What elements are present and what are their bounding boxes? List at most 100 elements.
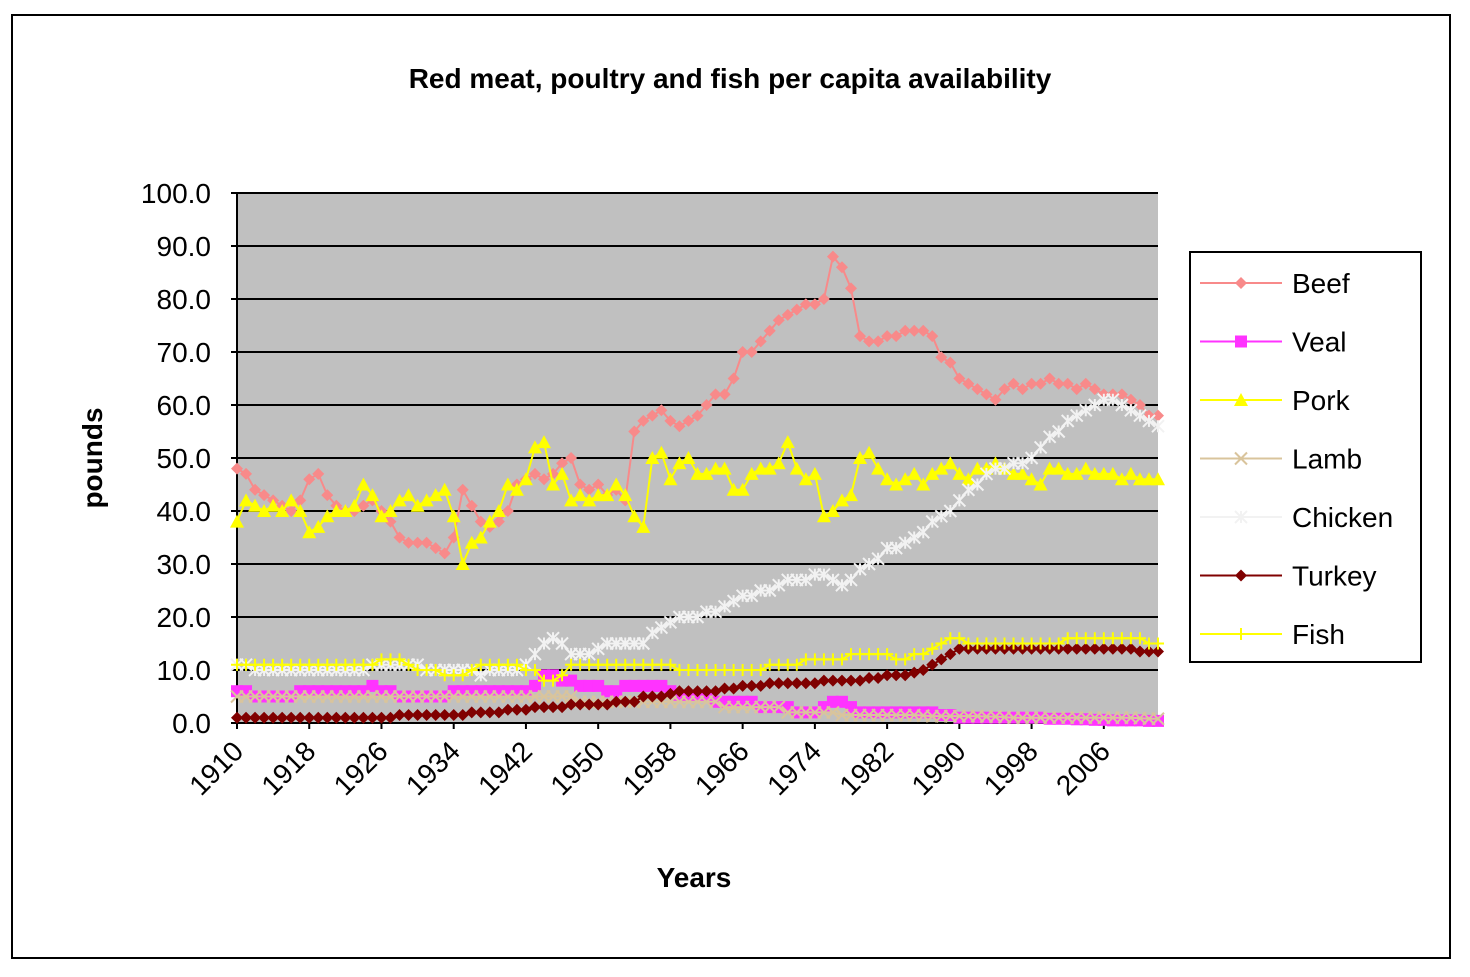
marker [943, 456, 958, 470]
y-tick-label: 70.0 [157, 337, 212, 368]
marker [735, 482, 750, 496]
marker [908, 666, 921, 679]
marker [1124, 642, 1137, 655]
marker [240, 467, 253, 480]
marker [320, 509, 335, 523]
marker [1115, 388, 1128, 401]
marker [952, 466, 967, 480]
marker [691, 409, 704, 422]
marker [249, 711, 262, 724]
marker [637, 414, 650, 427]
series [230, 435, 1165, 570]
marker [1007, 377, 1020, 390]
marker [961, 483, 976, 497]
marker [1142, 645, 1155, 658]
y-tick-label: 0.0 [172, 708, 211, 739]
marker [970, 461, 985, 475]
marker [1060, 466, 1075, 480]
marker [980, 388, 993, 401]
marker [303, 473, 316, 486]
marker [745, 346, 758, 358]
marker [862, 445, 877, 459]
marker [825, 504, 840, 517]
legend-label: Beef [1292, 268, 1350, 299]
marker [962, 377, 975, 390]
marker [1133, 645, 1146, 658]
marker [1070, 408, 1084, 423]
marker [528, 647, 542, 661]
marker [744, 589, 759, 603]
marker [527, 440, 542, 454]
marker [681, 451, 696, 464]
marker [826, 674, 839, 687]
marker [817, 293, 830, 305]
marker [772, 700, 786, 714]
marker [1070, 642, 1083, 655]
marker [962, 711, 975, 724]
marker [771, 456, 786, 470]
legend-label: Chicken [1292, 502, 1393, 533]
marker [518, 472, 533, 486]
marker [736, 346, 749, 358]
marker [926, 330, 939, 343]
marker [357, 711, 370, 724]
series [231, 250, 1164, 560]
marker [565, 674, 578, 687]
marker [700, 399, 713, 411]
marker [294, 494, 307, 507]
marker [1115, 642, 1128, 655]
marker [375, 711, 388, 724]
marker [474, 706, 487, 719]
marker [338, 504, 353, 517]
marker [826, 695, 839, 708]
marker [998, 383, 1011, 396]
marker [899, 669, 912, 682]
marker [401, 488, 416, 502]
legend-label: Turkey [1292, 561, 1377, 592]
marker [1133, 408, 1147, 423]
marker [510, 658, 523, 671]
marker [1024, 451, 1039, 465]
marker [997, 461, 1012, 476]
marker [718, 682, 731, 695]
marker [872, 335, 885, 348]
marker [898, 536, 912, 550]
marker [700, 685, 713, 698]
marker [1106, 642, 1119, 655]
marker [330, 711, 343, 724]
marker [845, 282, 857, 295]
y-tick-label: 60.0 [157, 390, 212, 421]
marker [853, 562, 867, 577]
marker [655, 690, 668, 703]
marker [780, 435, 795, 449]
marker [709, 388, 722, 401]
marker [961, 472, 976, 486]
marker [565, 698, 578, 711]
marker [853, 451, 868, 464]
marker [365, 488, 380, 502]
marker [664, 658, 677, 671]
marker [492, 515, 505, 528]
marker [663, 472, 678, 486]
marker [276, 711, 289, 724]
marker [592, 679, 605, 692]
marker [646, 409, 659, 422]
legend-label: Veal [1292, 327, 1347, 358]
marker [249, 483, 262, 496]
marker [763, 324, 776, 337]
y-tick-label: 40.0 [157, 496, 212, 527]
marker [1124, 403, 1138, 418]
marker [339, 711, 352, 724]
marker [726, 482, 741, 496]
marker [392, 493, 407, 507]
marker [456, 669, 469, 682]
marker [509, 482, 524, 496]
marker [682, 414, 695, 427]
marker [916, 477, 931, 491]
marker [934, 461, 949, 475]
marker [456, 709, 469, 722]
marker [690, 610, 705, 624]
marker [926, 642, 939, 655]
marker [854, 674, 867, 687]
